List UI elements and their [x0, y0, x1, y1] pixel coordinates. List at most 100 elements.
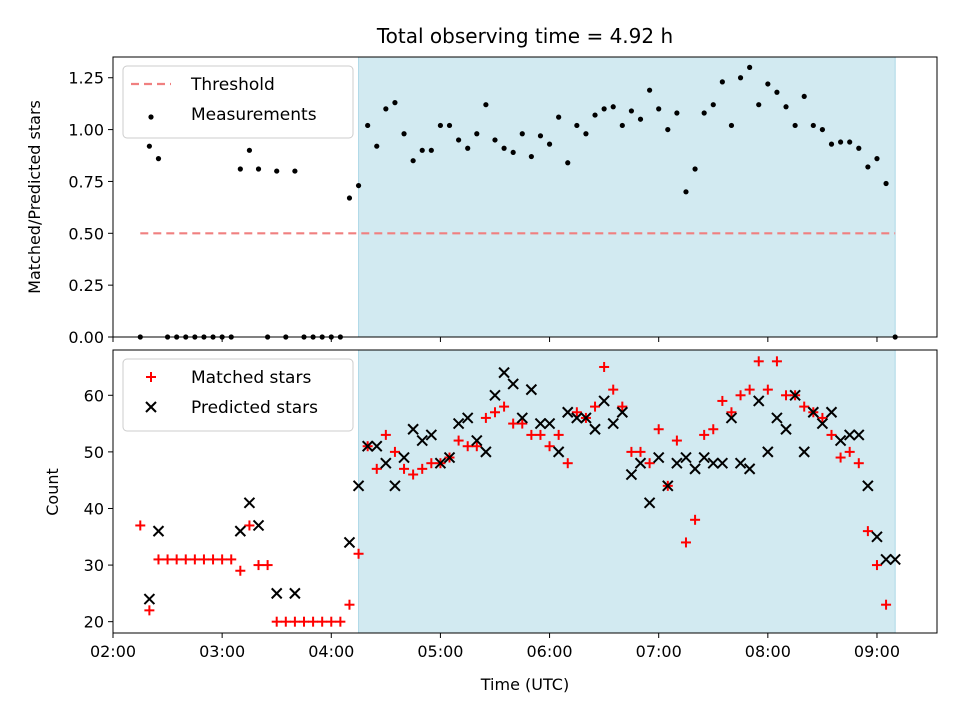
measurement-point — [474, 131, 480, 137]
predicted-star-point — [380, 457, 392, 469]
predicted-star-point — [571, 412, 583, 424]
measurement-point — [492, 137, 498, 143]
top-shaded-region — [358, 56, 896, 338]
matched-star-point — [171, 554, 182, 565]
measurement-point — [537, 133, 544, 139]
legend-swatch — [146, 372, 156, 382]
measurement-point — [828, 141, 835, 147]
predicted-star-point — [507, 378, 519, 390]
legend-entry: Predicted stars — [145, 398, 318, 418]
bottom-series — [135, 356, 901, 627]
matched-star-point — [408, 469, 419, 480]
matched-star-point — [590, 401, 601, 412]
matched-star-point — [762, 384, 773, 395]
matched-star-point — [162, 554, 173, 565]
predicted-star-point — [680, 451, 692, 464]
measurement-point — [774, 89, 780, 95]
measurement-point — [437, 122, 444, 129]
matched-star-point — [799, 401, 810, 412]
matched-star-point — [708, 424, 719, 435]
predicted-star-point — [534, 417, 547, 430]
predicted-star-point — [643, 497, 656, 509]
matched-star-point — [217, 554, 228, 565]
predicted-star-point — [343, 536, 356, 549]
bottom-x-axis-label: Time (UTC) — [480, 675, 569, 694]
measurement-point — [346, 195, 353, 201]
measurement-point — [410, 158, 416, 164]
matched-star-point — [608, 384, 619, 395]
predicted-star-point — [398, 451, 410, 464]
top-axes-frame — [112, 56, 938, 338]
matched-star-point — [253, 560, 264, 571]
matched-star-point — [499, 401, 510, 412]
measurement-point — [255, 166, 262, 172]
top-panel: 0.00 0.25 0.50 0.75 1.00 1.25 Matched/Predict… — [25, 56, 938, 347]
predicted-star-point — [853, 429, 865, 441]
measurement-point — [692, 166, 698, 172]
legend-label: Measurements — [191, 105, 317, 125]
measurement-point — [292, 168, 298, 174]
matched-star-point — [599, 361, 610, 372]
matched-star-point — [553, 429, 564, 440]
predicted-star-point — [771, 412, 783, 424]
predicted-star-point — [352, 480, 365, 492]
matched-star-point — [144, 605, 155, 616]
predicted-star-point — [589, 423, 601, 435]
measurement-point — [528, 153, 534, 160]
predicted-star-point — [361, 440, 374, 452]
matched-star-point — [189, 554, 200, 565]
measurement-point — [237, 166, 243, 172]
measurement-point — [674, 110, 680, 116]
measurement-point — [665, 126, 671, 133]
predicted-star-point — [234, 525, 247, 537]
top-axis-ticks: 0.00 0.25 0.50 0.75 1.00 1.25 — [68, 69, 878, 347]
matched-star-point — [881, 599, 892, 610]
measurement-point — [465, 145, 471, 151]
legend-label: Predicted stars — [191, 398, 318, 418]
measurement-point — [728, 122, 735, 129]
y-tick-label: 0.25 — [68, 276, 104, 295]
x-tick-label: 06:00 — [527, 642, 573, 661]
measurement-point — [556, 114, 562, 120]
measurement-point — [637, 116, 644, 122]
measurement-point — [856, 145, 862, 151]
predicted-star-point — [271, 587, 283, 600]
figure-title: Total observing time = 4.92 h — [376, 24, 673, 48]
measurement-point — [365, 122, 371, 129]
matched-star-point — [699, 429, 710, 440]
measurement-point — [847, 139, 853, 145]
matched-star-point — [753, 356, 764, 367]
x-tick-label: 04:00 — [308, 642, 354, 661]
measurement-point — [355, 182, 362, 189]
measurement-point — [756, 102, 762, 108]
matched-star-point — [371, 463, 382, 474]
predicted-star-point — [689, 463, 701, 475]
x-tick-label: 03:00 — [199, 642, 245, 661]
predicted-star-point — [407, 423, 419, 435]
predicted-star-point — [671, 457, 683, 469]
x-tick-label: 09:00 — [854, 642, 900, 661]
measurement-point — [419, 147, 425, 153]
matched-star-point — [571, 407, 582, 418]
predicted-star-point — [389, 480, 401, 492]
matched-star-point — [817, 412, 828, 423]
matched-star-point — [317, 616, 328, 627]
predicted-star-point — [243, 497, 256, 509]
matched-star-point — [462, 441, 473, 452]
matched-star-point — [781, 390, 792, 401]
predicted-star-point — [525, 383, 538, 396]
matched-star-point — [380, 429, 391, 440]
matched-star-point — [235, 565, 246, 576]
measurement-point — [647, 87, 653, 93]
predicted-star-point — [425, 429, 438, 441]
measurement-point — [601, 106, 607, 112]
matched-star-point — [535, 429, 546, 440]
legend-swatch — [145, 401, 157, 413]
matched-star-point — [153, 554, 164, 565]
predicted-star-point — [707, 457, 719, 469]
predicted-star-point — [762, 446, 774, 458]
y-tick-label: 1.00 — [68, 121, 104, 140]
bottom-axis-ticks: 20 30 40 50 60 02:00 03:00 04:00 05:00 06:00 07:00… — [84, 386, 900, 661]
measurement-point — [810, 122, 816, 129]
